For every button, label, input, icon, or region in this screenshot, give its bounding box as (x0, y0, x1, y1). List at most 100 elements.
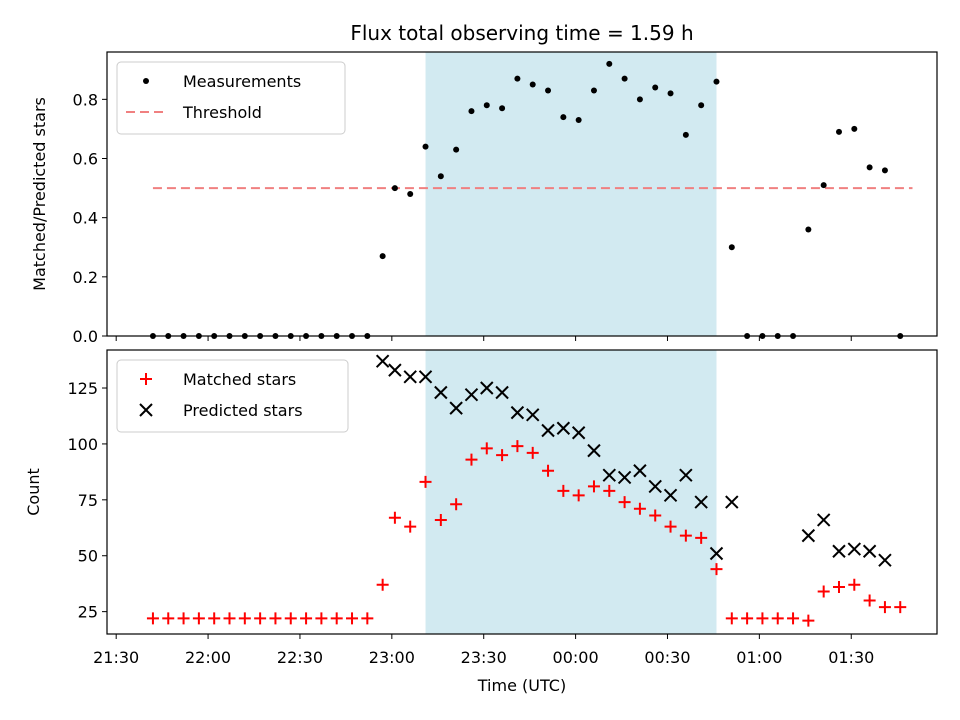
measurement-point (560, 114, 567, 121)
matched-star-point (223, 612, 236, 625)
matched-star-point (725, 612, 738, 625)
measurement-point (391, 185, 398, 192)
predicted-star-point (571, 426, 586, 440)
legend-marker-matched (140, 373, 152, 385)
predicted-star-point (862, 544, 877, 558)
measurement-point (575, 117, 582, 124)
measurement-point (422, 143, 429, 150)
matched-star-point (710, 563, 723, 576)
bottom-y-axis-label: Count (24, 468, 43, 516)
matched-star-point (633, 502, 646, 515)
matched-star-point (664, 520, 677, 533)
matched-star-point (162, 612, 175, 625)
top-panel: 0.0 0.2 0.4 0.6 0.8 Measurements Threshold (73, 51, 938, 346)
observing-span (425, 52, 717, 336)
matched-star-point (787, 612, 800, 625)
x-tick-label: 22:00 (185, 648, 231, 667)
predicted-star-point (832, 544, 846, 558)
x-tick-label: 01:30 (828, 648, 874, 667)
matched-star-point (587, 480, 600, 493)
matched-star-point (878, 601, 891, 614)
measurement-point (851, 125, 858, 132)
x-axis-label: Time (UTC) (477, 676, 566, 695)
predicted-star-point (526, 408, 540, 422)
legend-label: Predicted stars (183, 401, 303, 420)
matched-star-point (419, 475, 432, 488)
measurement-point (866, 164, 873, 171)
measurement-point (835, 128, 842, 135)
predicted-star-point (709, 546, 724, 561)
matched-star-point (848, 578, 861, 591)
predicted-star-point (617, 470, 632, 485)
matched-star-point (496, 449, 509, 462)
matched-star-point (741, 612, 754, 625)
bottom-panel: 25 50 75 100 125 21:30 22:00 22:30 23:00 23:30 00:… (67, 349, 938, 667)
legend-box (116, 61, 346, 135)
measurement-point (621, 75, 628, 82)
predicted-star-point (510, 405, 525, 420)
y-tick-label: 0.0 (73, 327, 98, 346)
matched-star-point (177, 612, 190, 625)
measurement-point (483, 102, 490, 109)
matched-star-point (315, 612, 328, 625)
matched-star-point (450, 498, 463, 511)
matched-star-point (572, 489, 585, 502)
legend-box (116, 359, 349, 433)
y-tick-label: 100 (67, 435, 98, 454)
measurement-point (636, 96, 643, 103)
x-tick-label: 21:30 (93, 648, 139, 667)
predicted-star-point (801, 528, 816, 543)
matched-star-point (376, 578, 389, 591)
predicted-star-point (375, 354, 390, 368)
x-tick-label: 00:00 (553, 648, 599, 667)
matched-star-point (542, 464, 555, 477)
y-tick-label: 125 (67, 379, 98, 398)
predicted-star-point (663, 488, 678, 503)
measurement-point (407, 191, 414, 197)
matched-star-point (817, 585, 830, 598)
matched-star-point (618, 496, 631, 509)
legend-label: Measurements (183, 72, 301, 91)
matched-star-point (434, 513, 447, 526)
predicted-star-point (816, 513, 831, 527)
measurement-point (698, 102, 705, 109)
measurement-point (499, 105, 506, 112)
measurement-point (468, 108, 475, 115)
y-tick-label: 0.4 (73, 209, 98, 228)
y-tick-label: 0.6 (73, 150, 98, 169)
legend-label: Threshold (182, 103, 262, 122)
measurement-point (379, 253, 386, 260)
predicted-star-point (725, 495, 739, 509)
measurement-point (820, 182, 827, 189)
predicted-star-point (694, 495, 708, 509)
y-tick-label: 0.8 (73, 90, 98, 109)
matched-star-point (480, 442, 493, 455)
y-tick-label: 25 (78, 603, 98, 622)
matched-star-point (894, 601, 907, 614)
measurement-point (514, 75, 521, 82)
matched-star-point (771, 612, 784, 625)
matched-star-point (269, 612, 282, 625)
matched-star-point (254, 612, 267, 625)
predicted-star-point (633, 464, 647, 478)
predicted-star-point (418, 370, 433, 384)
predicted-star-point (679, 468, 693, 482)
matched-star-point (465, 453, 478, 466)
matched-star-point (208, 612, 221, 625)
matched-star-point (863, 594, 876, 607)
matched-star-point (603, 484, 616, 497)
matched-star-point (511, 440, 524, 453)
matched-star-point (695, 531, 708, 544)
measurement-point (728, 244, 735, 251)
matched-star-point (526, 446, 539, 459)
predicted-star-point (403, 370, 417, 384)
legend-marker-predicted (139, 403, 153, 417)
measurement-point (545, 87, 552, 94)
measurement-point (805, 226, 812, 233)
predicted-star-point (587, 443, 601, 458)
predicted-star-point (495, 385, 509, 400)
measurement-point (453, 146, 460, 153)
measurement-point (881, 167, 888, 174)
matched-star-point (557, 484, 570, 497)
matched-star-point (284, 612, 297, 625)
